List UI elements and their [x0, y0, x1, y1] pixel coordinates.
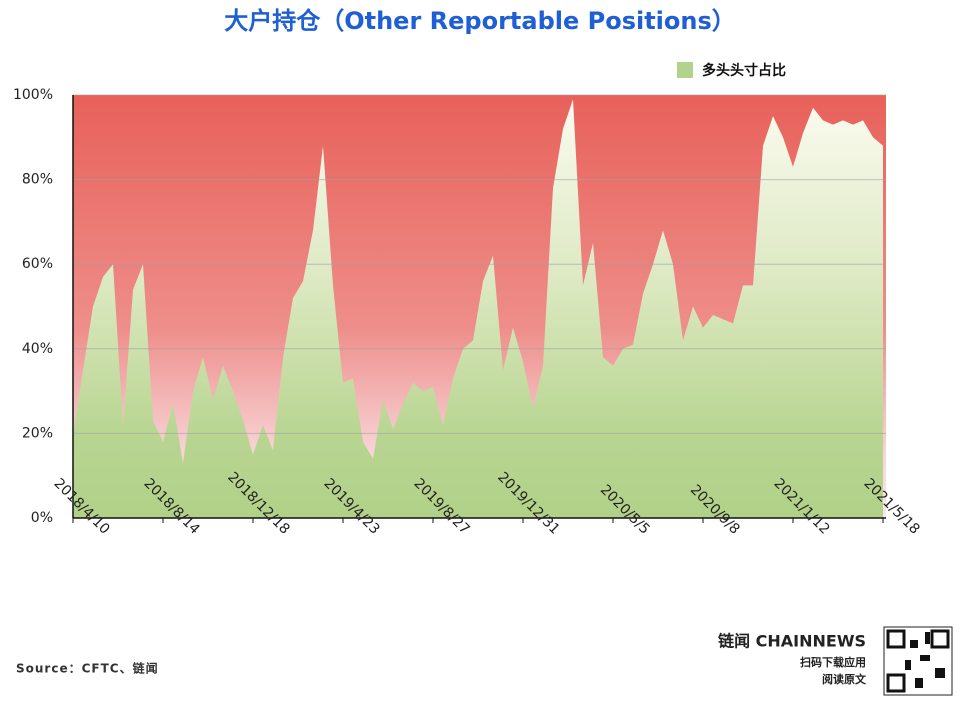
qr-code[interactable]: [883, 626, 953, 696]
area: [73, 99, 883, 518]
y-tick-label: 20%: [22, 425, 53, 441]
chart-title: 大户持仓（Other Reportable Positions）: [224, 7, 736, 35]
y-tick-label: 60%: [22, 256, 53, 272]
legend-label: 多头头寸占比: [702, 62, 786, 79]
y-tick-label: 100%: [13, 87, 53, 103]
brand: 链闻 CHAINNEWS: [718, 632, 866, 651]
y-tick-label: 0%: [31, 510, 53, 526]
legend-swatch: [677, 62, 693, 78]
y-tick-label: 80%: [22, 172, 53, 188]
download-text: 扫码下载应用: [800, 655, 866, 669]
read-text: 阅读原文: [822, 672, 867, 686]
source: Source：CFTC、链闻: [16, 661, 159, 676]
y-tick-label: 40%: [22, 341, 53, 357]
